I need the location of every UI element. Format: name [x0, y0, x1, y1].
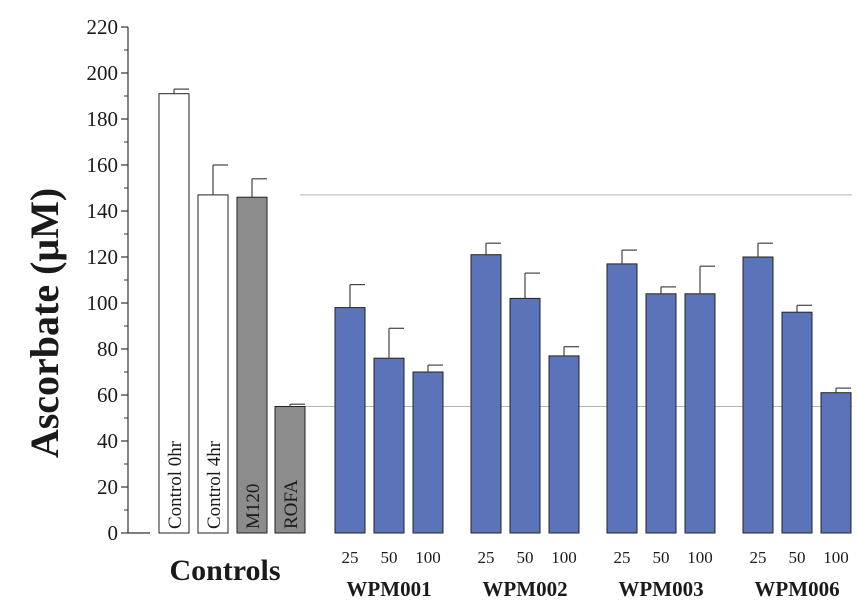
dose-label: 100 [415, 548, 441, 567]
control-bar-label: Control 0hr [165, 440, 186, 529]
dose-label: 50 [517, 548, 534, 567]
error-bars [173, 88, 851, 407]
dose-label: 100 [687, 548, 713, 567]
y-tick-label: 160 [87, 153, 119, 177]
control-bar [274, 406, 306, 534]
y-tick-label: 100 [87, 291, 119, 315]
dose-bar [470, 254, 502, 534]
controls-group-label: Controls [169, 554, 280, 587]
dose-label: 50 [789, 548, 806, 567]
dose-label: 100 [551, 548, 577, 567]
dose-label: 25 [478, 548, 495, 567]
y-tick-label: 60 [97, 383, 118, 407]
y-tick-label: 0 [108, 521, 119, 545]
dose-bar [781, 311, 813, 534]
y-tick-label: 200 [87, 61, 119, 85]
dose-label: 50 [381, 548, 398, 567]
control-bar-label: M120 [243, 484, 264, 529]
group-label: WPM001 [346, 577, 431, 600]
control-bar [236, 196, 268, 534]
y-tick-label: 40 [97, 429, 118, 453]
dose-label: 25 [342, 548, 359, 567]
bars [158, 93, 852, 534]
control-bar-label: Control 4hr [204, 440, 225, 529]
control-bar [158, 93, 190, 534]
y-axis-label: Ascorbate (μM) [22, 188, 67, 458]
dose-bar [645, 293, 677, 534]
y-tick-label: 220 [87, 15, 119, 39]
dose-bar [820, 392, 852, 534]
dose-bar [742, 256, 774, 534]
dose-bar [334, 307, 366, 534]
x-labels: Controls 25 50 100 WPM001 25 50 100 WPM002 25 50 10… [169, 548, 848, 600]
y-axis: 0 20 40 60 80 100 120 140 160 180 200 220 [87, 15, 150, 545]
y-tick-label: 20 [97, 475, 118, 499]
y-tick-label: 120 [87, 245, 119, 269]
dose-label: 100 [823, 548, 849, 567]
dose-label: 50 [653, 548, 670, 567]
group-label: WPM002 [482, 577, 567, 600]
dose-label: 25 [750, 548, 767, 567]
dose-bar [412, 371, 444, 534]
y-tick-label: 140 [87, 199, 119, 223]
dose-label: 25 [614, 548, 631, 567]
dose-bar [548, 355, 580, 534]
group-label: WPM003 [618, 577, 703, 600]
control-bar-label: ROFA [281, 479, 302, 529]
dose-bar [606, 263, 638, 534]
y-tick-label: 180 [87, 107, 119, 131]
y-tick-label: 80 [97, 337, 118, 361]
dose-bar [684, 293, 716, 534]
dose-bar [509, 297, 541, 534]
dose-bar [373, 357, 405, 534]
bar-labels: Control 0hr Control 4hr M120 ROFA [165, 440, 302, 529]
group-label: WPM006 [754, 577, 839, 600]
